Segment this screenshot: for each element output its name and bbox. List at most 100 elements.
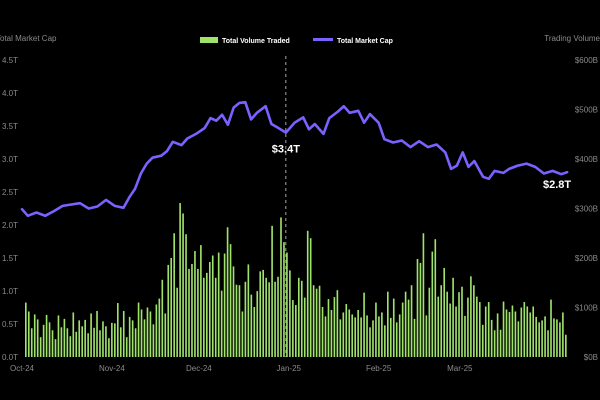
volume-bar [155, 304, 158, 357]
volume-bar [470, 276, 472, 357]
left-tick-label: 0.0T [2, 353, 18, 362]
volume-bar [265, 277, 267, 357]
volume-bar [336, 290, 339, 357]
volume-bar [119, 327, 122, 357]
volume-bar [490, 319, 493, 358]
value-annotation: $2.8T [543, 179, 571, 191]
left-tick-label: 3.5T [2, 122, 18, 131]
volume-bar [134, 328, 137, 357]
volume-bar [481, 324, 484, 357]
right-tick-label: $600B [575, 56, 598, 65]
volume-bar [449, 303, 451, 357]
volume-bar [289, 270, 291, 358]
left-tick-label: 0.5T [2, 320, 18, 329]
volume-bar [280, 217, 282, 357]
volume-bar [342, 312, 345, 357]
left-axis: 0.0T 0.5T 1.0T 1.5T 2.0T 2.5T 3.0T 3.5T 4.0T 4.5T [2, 56, 18, 362]
volume-bar [493, 330, 496, 357]
volume-bar [161, 279, 164, 357]
volume-bar [431, 251, 434, 357]
volume-bar [458, 292, 460, 357]
volume-bar [384, 325, 386, 357]
volume-bar [357, 309, 359, 357]
volume-bar [550, 299, 552, 357]
volume-bar [478, 302, 481, 357]
volume-bar [63, 318, 66, 357]
volume-bar [303, 297, 306, 357]
volume-bar [137, 302, 140, 357]
volume-bar [54, 339, 57, 357]
volume-bar [437, 296, 440, 357]
volume-bar [99, 330, 101, 357]
volume-bar [72, 312, 75, 357]
value-annotations: $3.4T $2.8T [272, 144, 572, 192]
volume-bar [446, 291, 448, 357]
volume-bar [416, 258, 419, 357]
volume-bar [105, 326, 107, 357]
volume-bar [125, 337, 128, 357]
volume-bar [283, 242, 285, 357]
value-annotation: $3.4T [272, 144, 300, 156]
volume-bar [473, 285, 475, 357]
volume-bar [235, 284, 238, 357]
volume-bar [476, 296, 478, 357]
volume-bar [366, 315, 368, 357]
volume-bar [413, 318, 416, 357]
volume-bar [398, 314, 401, 357]
x-tick-label: Feb-25 [366, 364, 392, 373]
volume-bar [419, 262, 422, 357]
volume-bar [461, 286, 463, 357]
volume-bar [375, 302, 377, 357]
volume-bar [149, 311, 152, 357]
volume-bar [60, 327, 63, 357]
volume-bar [57, 315, 60, 357]
volume-bar [318, 285, 321, 357]
volume-bar [363, 292, 365, 357]
volume-bar [143, 319, 146, 357]
volume-bar [96, 310, 98, 357]
left-axis-title: Total Market Cap [0, 34, 57, 43]
volume-bar [559, 322, 561, 357]
volume-bar [407, 299, 410, 357]
volume-bar [220, 290, 223, 357]
volume-bar [315, 288, 318, 357]
volume-bar [339, 319, 342, 357]
volume-bar [538, 322, 540, 357]
volume-bar [511, 305, 514, 357]
volume-bar [487, 302, 490, 357]
left-tick-label: 3.0T [2, 155, 18, 164]
volume-bar [223, 253, 226, 357]
volume-bar [191, 263, 193, 357]
volume-bar [369, 327, 371, 357]
volume-bar [152, 324, 155, 357]
volume-bar [226, 227, 229, 357]
volume-bar [27, 311, 30, 357]
volume-bar [404, 291, 407, 357]
volume-bar [425, 315, 428, 357]
volume-bar [268, 282, 270, 357]
volume-bar [532, 306, 535, 357]
volume-bar [565, 334, 567, 357]
volume-bar [182, 213, 184, 357]
volume-bar [111, 322, 113, 357]
right-tick-label: $200B [575, 254, 598, 263]
volume-bar [443, 267, 446, 357]
volume-bar [200, 245, 202, 357]
volume-bar [33, 314, 36, 357]
volume-bar [562, 312, 564, 357]
volume-bar [48, 322, 51, 357]
volume-bar [25, 302, 27, 357]
volume-bar [401, 302, 404, 357]
volume-bar [158, 298, 161, 357]
volume-bar [378, 316, 380, 357]
volume-bar [108, 338, 110, 357]
legend-swatch-volume [200, 37, 218, 43]
volume-bar [556, 319, 558, 357]
volume-bar [75, 331, 78, 357]
volume-bar [146, 307, 149, 357]
volume-bar [434, 239, 437, 357]
volume-bar [306, 230, 309, 357]
volume-bar [286, 252, 288, 357]
volume-bar [395, 322, 398, 357]
volume-bar [214, 277, 217, 357]
